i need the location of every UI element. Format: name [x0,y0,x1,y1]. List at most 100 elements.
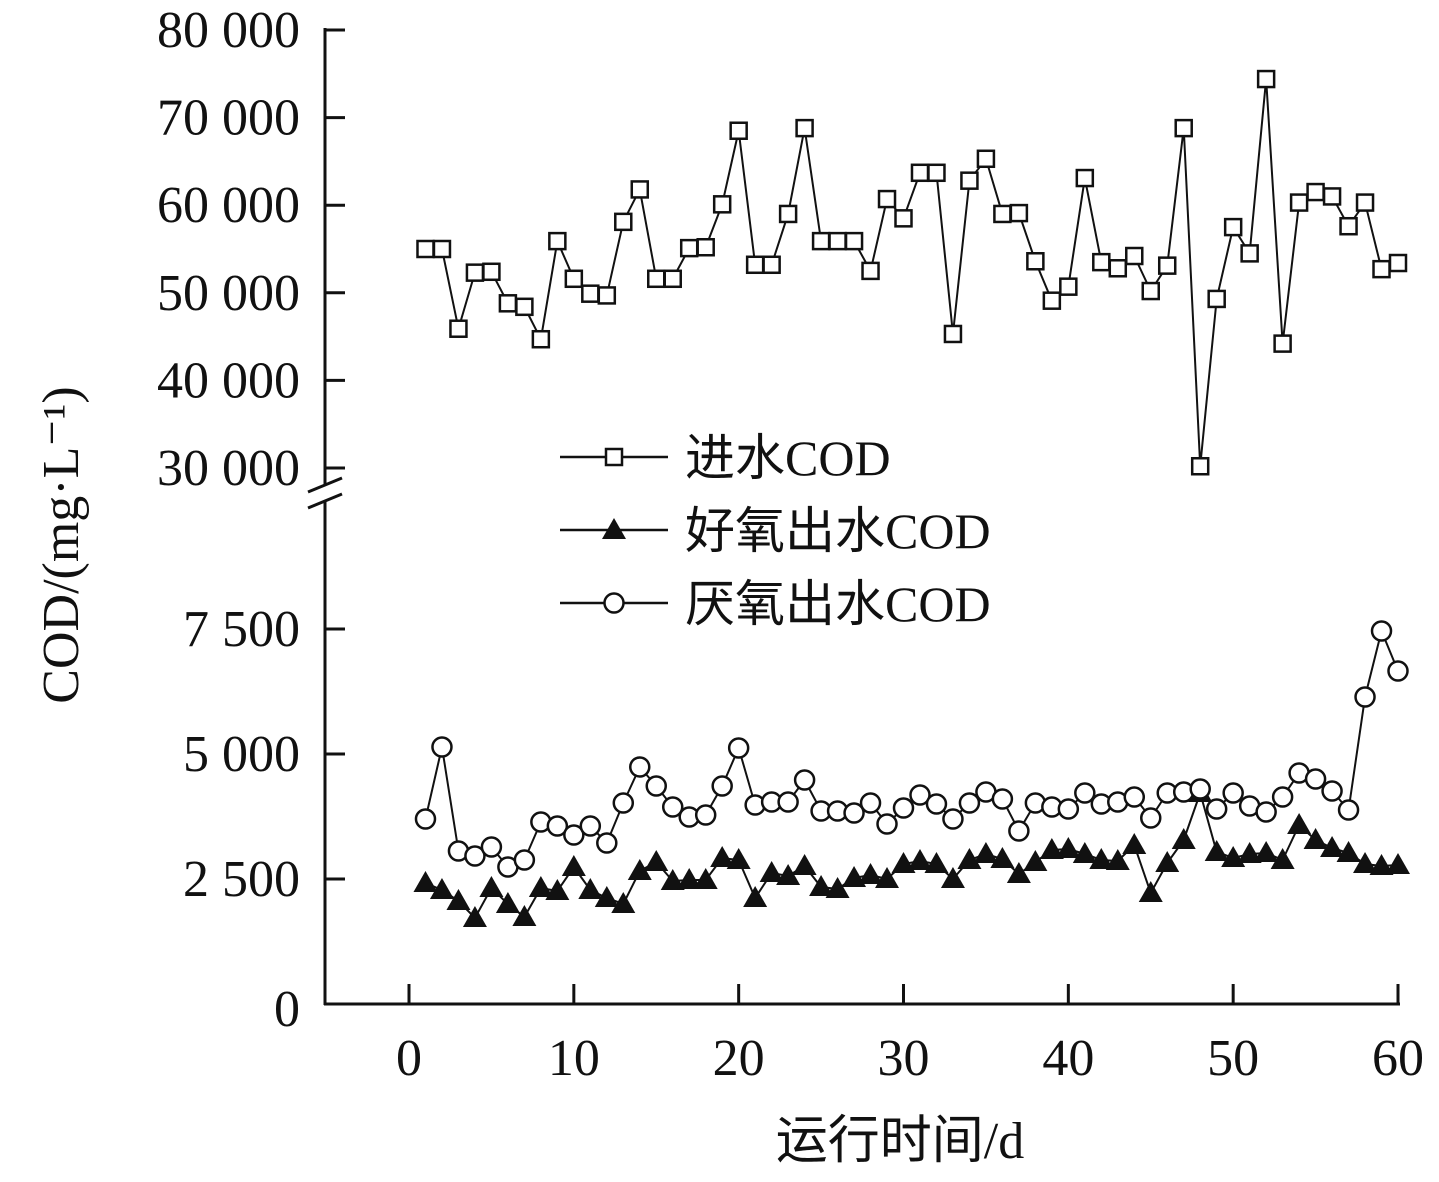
data-point [548,231,567,251]
data-point [630,180,650,199]
data-point [1256,69,1276,89]
data-point [960,171,979,190]
data-point [1006,862,1031,883]
data-point [546,815,569,837]
data-point [958,792,981,814]
data-point [446,889,471,910]
data-point [564,269,584,289]
x-axis-title: 运行时间/d [776,1113,1024,1170]
data-point [1057,798,1080,820]
data-point [1321,780,1343,802]
series-0 [416,69,1408,476]
data-point [479,876,504,897]
series-layer [413,69,1410,927]
data-point [1072,842,1097,863]
data-point [578,878,603,899]
data-point [1303,828,1328,849]
data-point [660,869,685,890]
data-point [861,261,880,281]
data-point [1171,828,1196,849]
data-point [1204,840,1229,861]
data-point [1140,807,1162,829]
data-point [498,294,518,313]
data-point [1026,252,1045,271]
data-point [809,875,834,896]
data-point [645,775,667,797]
data-point [647,269,666,289]
data-point [1273,334,1292,353]
data-point [515,297,534,317]
data-point [1355,193,1375,212]
axis-break-mark [307,476,343,494]
data-point [545,879,570,900]
data-point [1240,244,1259,263]
data-point [726,848,751,869]
data-point [644,850,669,871]
data-point [1223,217,1243,237]
data-point [1008,820,1030,842]
data-point [482,262,501,282]
legend-label: 好氧出水COD [685,503,991,559]
data-point [432,239,452,259]
data-point [973,842,998,863]
data-point [1387,660,1409,682]
data-point [528,876,553,897]
data-point [597,286,617,305]
data-point [465,263,485,282]
data-point [1056,837,1081,858]
data-point [1039,838,1064,859]
data-point [1388,253,1408,273]
x-tick-label: 60 [1372,1030,1424,1087]
data-point [694,804,717,826]
data-point [743,886,768,907]
data-point [1369,854,1394,875]
data-point [907,849,932,870]
data-point [777,791,799,813]
data-point [957,848,982,869]
data-point [594,886,619,907]
data-point [759,861,784,882]
y-tick-label: 70 000 [157,90,300,147]
data-point [480,836,503,858]
data-point [449,319,468,338]
data-point [1123,786,1146,808]
data-point [1157,256,1177,275]
data-point [416,239,435,259]
data-point [1190,456,1210,476]
data-point [795,118,814,138]
data-point [1254,841,1279,862]
data-point [596,832,618,854]
data-point [1023,850,1048,871]
data-point [581,284,600,303]
data-point [811,231,831,251]
x-tick-label: 20 [713,1030,765,1087]
data-point [1320,836,1345,857]
data-point [1092,252,1111,272]
data-point [1306,182,1325,202]
series-1 [413,781,1410,927]
x-tick-label: 10 [548,1030,600,1087]
data-point [762,255,781,275]
data-point [1155,851,1180,872]
data-point [1207,289,1226,309]
data-point [875,867,900,888]
data-point [679,238,699,258]
data-point [1009,203,1029,223]
data-point [464,845,486,867]
data-point [892,797,915,819]
data-point [696,237,715,257]
legend-item: 好氧出水COD [560,503,991,559]
legend-marker [603,592,625,614]
data-point [1353,852,1378,873]
data-point [1174,118,1193,138]
data-point [993,204,1012,224]
data-point [1255,801,1277,823]
data-point [612,792,635,814]
data-point [859,792,882,814]
data-point [513,849,536,871]
data-point [693,868,718,889]
data-point [1122,833,1147,854]
x-tick-label: 0 [396,1030,422,1087]
data-point [1304,768,1327,790]
data-point [727,737,750,759]
